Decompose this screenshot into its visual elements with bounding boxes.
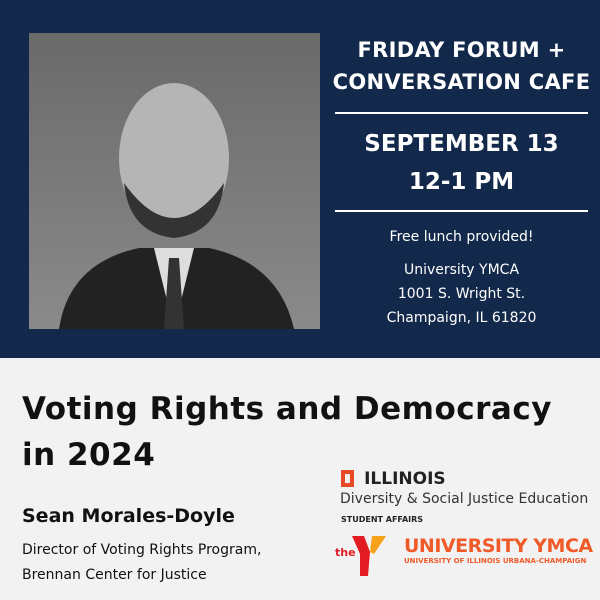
role-line-1: Director of Voting Rights Program, xyxy=(22,542,262,558)
talk-title-line-2: in 2024 xyxy=(22,437,156,473)
block-i-icon xyxy=(341,470,354,487)
event-datetime: SEPTEMBER 13 12-1 PM xyxy=(329,125,594,201)
ymca-name: UNIVERSITY YMCA xyxy=(404,535,593,557)
dept-name: Diversity & Social Justice Education xyxy=(340,491,589,507)
ymca-logo: the xyxy=(334,532,390,576)
unit-name: STUDENT AFFAIRS xyxy=(341,515,424,524)
event-time: 12-1 PM xyxy=(408,169,515,195)
event-series-title: FRIDAY FORUM + CONVERSATION CAFE xyxy=(329,34,594,98)
ymca-subtitle: UNIVERSITY OF ILLINOIS URBANA-CHAMPAIGN xyxy=(404,557,587,565)
speaker-photo xyxy=(29,33,320,329)
ymca-the: the xyxy=(335,546,356,559)
venue-street: 1001 S. Wright St. xyxy=(397,286,526,302)
illinois-wordmark: ILLINOIS xyxy=(364,468,446,489)
speaker-portrait-icon xyxy=(59,83,294,329)
role-line-2: Brennan Center for Justice xyxy=(22,567,207,583)
event-date: SEPTEMBER 13 xyxy=(364,131,559,157)
talk-title: Voting Rights and Democracy in 2024 xyxy=(22,386,552,478)
title-line-2: CONVERSATION CAFE xyxy=(332,70,591,94)
title-line-1: FRIDAY FORUM + xyxy=(357,38,566,62)
lunch-note: Free lunch provided! xyxy=(389,229,534,245)
venue-name: University YMCA xyxy=(403,262,520,278)
venue-block: University YMCA 1001 S. Wright St. Champ… xyxy=(329,258,594,330)
venue-city: Champaign, IL 61820 xyxy=(386,310,537,326)
speaker-role: Director of Voting Rights Program, Brenn… xyxy=(22,538,261,588)
divider xyxy=(335,112,588,114)
illinois-logo: ILLINOIS xyxy=(341,468,446,489)
talk-title-line-1: Voting Rights and Democracy xyxy=(22,391,552,427)
divider xyxy=(335,210,588,212)
ymca-y-icon xyxy=(352,536,386,576)
speaker-name: Sean Morales-Doyle xyxy=(22,505,235,527)
